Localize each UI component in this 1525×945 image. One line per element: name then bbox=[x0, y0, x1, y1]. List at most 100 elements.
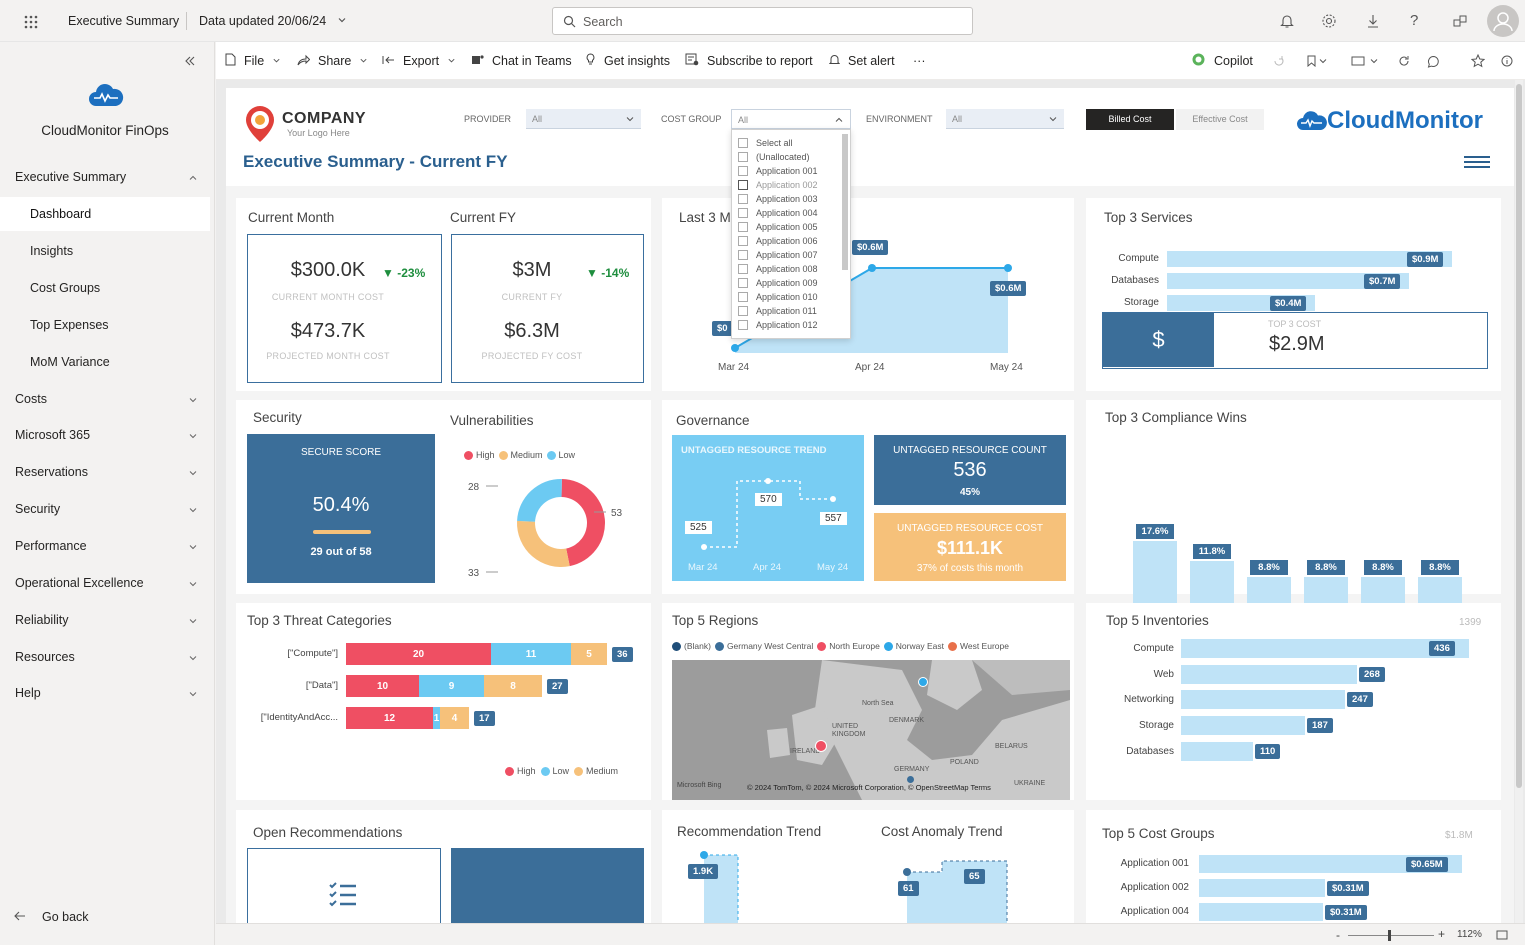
threat-segment-low[interactable]: 11 bbox=[491, 643, 571, 665]
favorite-star-icon[interactable] bbox=[1470, 53, 1486, 71]
app-launcher-icon[interactable] bbox=[22, 13, 40, 31]
threat-segment-low[interactable]: 1 bbox=[433, 707, 440, 729]
threat-segment-high[interactable]: 10 bbox=[346, 675, 419, 697]
service-bar[interactable] bbox=[1167, 273, 1409, 289]
nav-costs[interactable]: Costs bbox=[0, 382, 210, 416]
share-people-icon[interactable] bbox=[1452, 13, 1468, 32]
nav-cost-groups[interactable]: Cost Groups bbox=[0, 271, 210, 305]
refresh-icon[interactable] bbox=[1398, 55, 1410, 70]
dropdown-option[interactable]: Application 001 bbox=[738, 164, 818, 178]
vertical-scrollbar[interactable] bbox=[1515, 80, 1523, 923]
nav-dashboard[interactable]: Dashboard bbox=[0, 197, 210, 231]
donut-slice[interactable] bbox=[517, 520, 570, 567]
dropdown-option[interactable]: Application 009 bbox=[738, 276, 818, 290]
map-attribution[interactable]: © 2024 TomTom, © 2024 Microsoft Corporat… bbox=[747, 783, 991, 792]
collapse-icon[interactable] bbox=[184, 55, 196, 70]
dropdown-scrollbar[interactable] bbox=[842, 134, 848, 270]
cost-group-bar[interactable] bbox=[1199, 903, 1323, 921]
checkbox[interactable] bbox=[738, 222, 748, 232]
app-title[interactable]: Executive Summary bbox=[68, 14, 180, 28]
fit-page-icon[interactable] bbox=[1496, 929, 1508, 944]
checkbox[interactable] bbox=[738, 292, 748, 302]
compliance-bar[interactable] bbox=[1133, 541, 1177, 613]
threat-segment-medium[interactable]: 5 bbox=[571, 643, 607, 665]
checkbox[interactable] bbox=[738, 306, 748, 316]
threat-segment-medium[interactable]: 8 bbox=[484, 675, 542, 697]
threat-segment-medium[interactable]: 4 bbox=[440, 707, 469, 729]
avatar[interactable] bbox=[1487, 5, 1519, 37]
map-marker-norway-east[interactable] bbox=[918, 677, 928, 687]
dropdown-option[interactable]: Application 007 bbox=[738, 248, 818, 262]
file-menu[interactable]: File bbox=[225, 42, 281, 80]
bookmark-icon[interactable] bbox=[1307, 55, 1327, 70]
environment-slicer[interactable]: All bbox=[946, 109, 1064, 129]
checkbox[interactable] bbox=[738, 320, 748, 330]
checkbox[interactable] bbox=[738, 250, 748, 260]
hamburger-menu-icon[interactable] bbox=[1464, 156, 1490, 171]
dropdown-option[interactable]: Application 006 bbox=[738, 234, 818, 248]
nav-operational-excellence[interactable]: Operational Excellence bbox=[0, 566, 210, 600]
checkbox[interactable] bbox=[738, 278, 748, 288]
nav-reservations[interactable]: Reservations bbox=[0, 455, 210, 489]
cost-group-slicer[interactable]: All bbox=[731, 109, 851, 129]
billed-cost-toggle[interactable]: Billed Cost bbox=[1086, 109, 1174, 130]
dropdown-option[interactable]: (Unallocated) bbox=[738, 150, 810, 164]
dropdown-option[interactable]: Application 003 bbox=[738, 192, 818, 206]
effective-cost-toggle[interactable]: Effective Cost bbox=[1176, 109, 1264, 130]
inventory-bar[interactable] bbox=[1181, 664, 1357, 684]
inventory-bar[interactable] bbox=[1181, 716, 1305, 736]
search-box[interactable]: Search bbox=[552, 7, 973, 35]
inventory-bar[interactable] bbox=[1181, 741, 1253, 761]
dropdown-option[interactable]: Application 008 bbox=[738, 262, 818, 276]
subscribe-button[interactable]: Subscribe to report bbox=[685, 42, 813, 80]
nav-executive-summary[interactable]: Executive Summary bbox=[0, 160, 210, 194]
cost-group-dropdown[interactable]: Select all (Unallocated) Application 001 Ap… bbox=[731, 129, 851, 339]
help-icon[interactable]: ? bbox=[1410, 12, 1419, 29]
provider-slicer[interactable]: All bbox=[526, 109, 641, 129]
nav-performance[interactable]: Performance bbox=[0, 529, 210, 563]
nav-mom-variance[interactable]: MoM Variance bbox=[0, 345, 210, 379]
set-alert-button[interactable]: Set alert bbox=[828, 42, 895, 80]
zoom-slider[interactable] bbox=[1348, 935, 1434, 936]
dropdown-option[interactable]: Select all bbox=[738, 136, 793, 150]
checkbox[interactable] bbox=[738, 152, 748, 162]
donut-slice[interactable] bbox=[561, 479, 605, 567]
dropdown-option[interactable]: Application 010 bbox=[738, 290, 818, 304]
map-marker-north-europe[interactable] bbox=[815, 740, 827, 752]
nav-top-expenses[interactable]: Top Expenses bbox=[0, 308, 210, 342]
service-bar[interactable] bbox=[1167, 251, 1452, 267]
undo-icon[interactable] bbox=[1273, 55, 1285, 70]
map-marker-germany-west-central[interactable] bbox=[907, 776, 914, 783]
scrollbar-thumb[interactable] bbox=[1516, 84, 1522, 788]
donut-slice[interactable] bbox=[517, 479, 562, 522]
threat-segment-low[interactable]: 9 bbox=[419, 675, 484, 697]
checkbox[interactable] bbox=[738, 138, 748, 148]
bell-icon[interactable] bbox=[1279, 13, 1295, 32]
checkbox[interactable] bbox=[738, 194, 748, 204]
cost-group-bar[interactable] bbox=[1199, 855, 1462, 873]
more-options-button[interactable]: ··· bbox=[913, 42, 926, 80]
nav-resources[interactable]: Resources bbox=[0, 640, 210, 674]
dropdown-option[interactable]: Application 011 bbox=[738, 304, 817, 318]
chevron-down-icon[interactable] bbox=[337, 14, 347, 28]
gear-icon[interactable] bbox=[1321, 13, 1337, 32]
threat-segment-high[interactable]: 12 bbox=[346, 707, 433, 729]
nav-security[interactable]: Security bbox=[0, 492, 210, 526]
dropdown-option[interactable]: Application 005 bbox=[738, 220, 818, 234]
data-updated[interactable]: Data updated 20/06/24 bbox=[199, 14, 327, 28]
checkbox[interactable] bbox=[738, 180, 748, 190]
checkbox[interactable] bbox=[738, 264, 748, 274]
share-menu[interactable]: Share bbox=[297, 42, 368, 80]
zoom-slider-thumb[interactable] bbox=[1388, 930, 1391, 941]
export-menu[interactable]: Export bbox=[382, 42, 456, 80]
dropdown-option[interactable]: Application 004 bbox=[738, 206, 818, 220]
chat-in-teams-button[interactable]: Chat in Teams bbox=[471, 42, 572, 80]
view-icon[interactable] bbox=[1351, 55, 1379, 70]
checkbox[interactable] bbox=[738, 236, 748, 246]
nav-help[interactable]: Help bbox=[0, 676, 210, 710]
checkbox[interactable] bbox=[738, 208, 748, 218]
zoom-in-button[interactable]: + bbox=[1438, 927, 1446, 941]
comment-icon[interactable] bbox=[1427, 55, 1440, 71]
inventory-bar[interactable] bbox=[1181, 639, 1469, 658]
copilot-button[interactable]: Copilot bbox=[1191, 42, 1253, 80]
